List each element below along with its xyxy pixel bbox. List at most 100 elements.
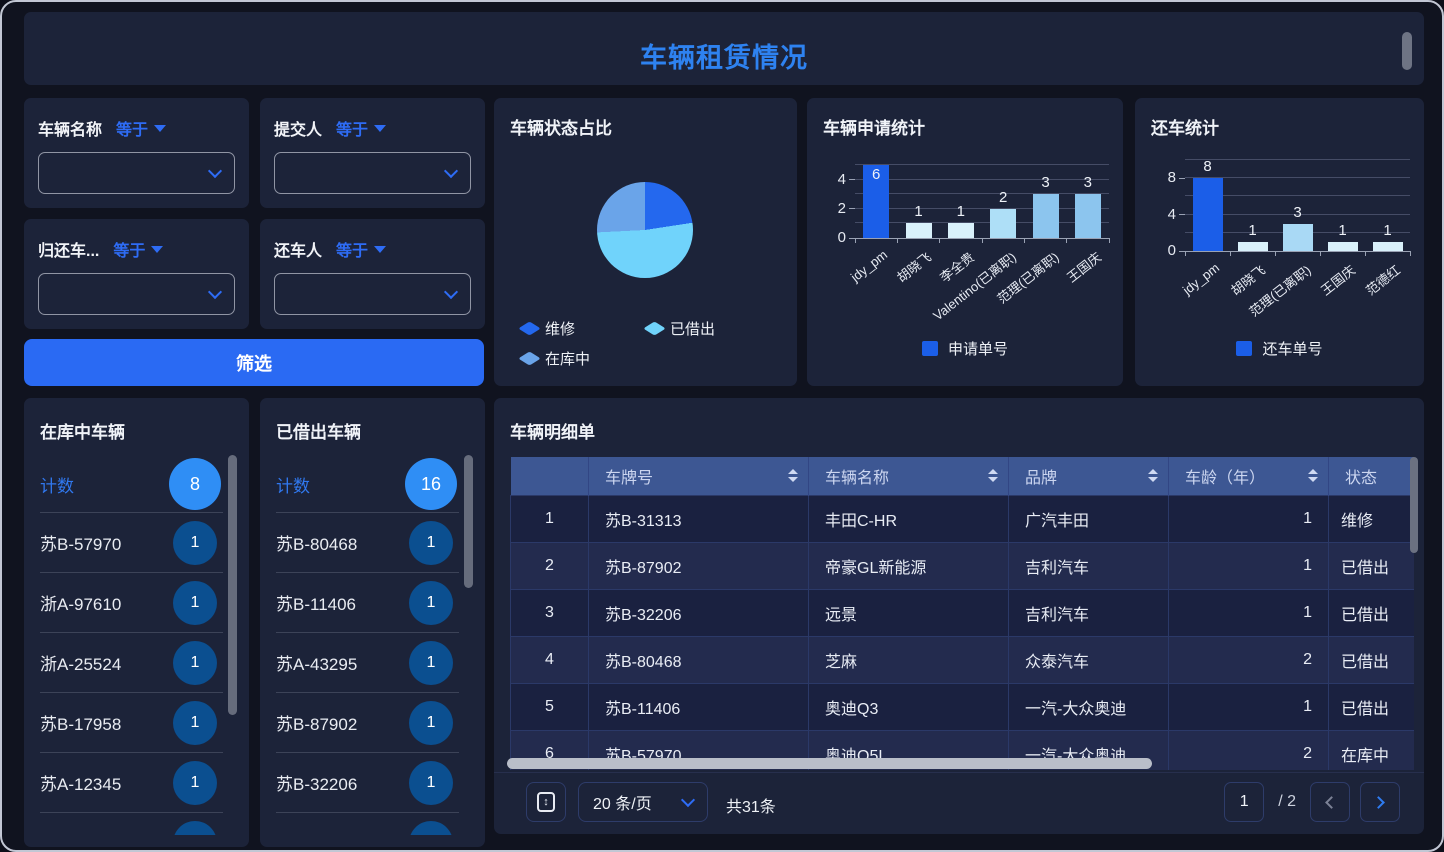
table-wrap: 车牌号 车辆名称 品牌 车龄（年） 状态 1 苏B-31313 丰田C-HR 广汽丰田 1 维修 2… [510, 457, 1414, 770]
bar-value-label: 3 [1083, 174, 1092, 192]
table-row[interactable]: 4 苏B-80468 芝麻 众泰汽车 2 已借出 [510, 635, 1414, 684]
bar-value-label: 8 [1203, 158, 1212, 176]
list-scrollbar[interactable] [228, 455, 237, 715]
table-cell: 5 [510, 682, 589, 731]
filter-submit-button[interactable]: 筛选 [24, 339, 484, 386]
gridline [1185, 195, 1410, 197]
list-item[interactable]: 苏B-11406 1 [276, 572, 459, 632]
table-cell: 已借出 [1328, 541, 1414, 590]
next-page-button[interactable] [1360, 782, 1400, 822]
sort-icon[interactable] [1308, 469, 1318, 483]
vehicle-status-pie-card: 车辆状态占比 维修 已借出 在库中 [494, 98, 797, 386]
legend-item[interactable]: 在库中 [518, 348, 649, 369]
page-number-box[interactable]: 1 [1224, 782, 1265, 822]
filter-value-select[interactable] [38, 152, 235, 194]
table-row[interactable]: 2 苏B-87902 帝豪GL新能源 吉利汽车 1 已借出 [510, 541, 1414, 590]
list-item[interactable]: 苏B-80468 1 [276, 512, 459, 572]
operator-dropdown[interactable]: 等于 [336, 237, 387, 261]
list-item[interactable]: 浙A-97610 1 [40, 572, 223, 632]
table-cell: 1 [1168, 494, 1329, 543]
item-badge: 1 [173, 640, 217, 685]
table-cell: 苏B-11406 [588, 682, 809, 731]
table-cell: 帝豪GL新能源 [808, 541, 1009, 590]
column-header[interactable]: 车牌号 [588, 457, 809, 495]
bar-value-label: 1 [956, 203, 965, 221]
x-axis-label: 胡晓飞 [894, 249, 935, 286]
list-item[interactable]: 浙A-25524 1 [40, 632, 223, 692]
sort-down-icon [988, 477, 998, 483]
table-cell: 维修 [1328, 494, 1414, 543]
list-item[interactable]: 苏A-43295 1 [276, 632, 459, 692]
legend-text: 已借出 [670, 321, 716, 338]
table-vertical-scrollbar[interactable] [1410, 457, 1418, 553]
chevron-down-icon [443, 163, 459, 178]
filter-card-returner: 还车人 等于 [260, 219, 485, 329]
list-scrollbar[interactable] [464, 455, 473, 588]
chevron-right-icon [1372, 795, 1385, 809]
table-footer: ↕ 20 条/页 共31条 1 / 2 [494, 772, 1424, 834]
y-axis-tick-label: 0 [1167, 242, 1176, 259]
y-axis-tick [849, 179, 855, 181]
triangle-down-icon [374, 124, 387, 132]
chart-legend[interactable]: 申请单号 [807, 338, 1123, 359]
bar-value-label: 1 [1338, 221, 1347, 239]
column-header [510, 457, 589, 495]
filter-label: 归还车... [38, 243, 100, 260]
list-item[interactable]: 苏B-57970 1 [40, 512, 223, 572]
page-size-select[interactable]: 20 条/页 [578, 782, 708, 822]
sort-icon[interactable] [788, 469, 798, 483]
list-item[interactable]: 苏B-17958 1 [40, 692, 223, 752]
bar [990, 208, 1017, 238]
sort-icon[interactable] [988, 469, 998, 483]
filter-value-select[interactable] [274, 273, 471, 315]
list-title: 已借出车辆 [276, 423, 361, 442]
table-horizontal-scrollbar[interactable] [507, 758, 1152, 769]
legend-marker-icon [518, 351, 541, 366]
table-row[interactable]: 5 苏B-11406 奥迪Q3 一汽-大众奥迪 1 已借出 [510, 682, 1414, 731]
table-cell: 2 [1168, 635, 1329, 684]
bar-value-label: 2 [998, 188, 1008, 206]
column-header[interactable]: 品牌 [1008, 457, 1169, 495]
list-item[interactable]: 苏B-87902 1 [276, 692, 459, 752]
operator-dropdown[interactable]: 等于 [116, 116, 167, 140]
item-label: 苏B-57970 [40, 535, 122, 554]
prev-page-button[interactable] [1310, 782, 1350, 822]
operator-dropdown[interactable]: 等于 [336, 116, 387, 140]
gridline [855, 164, 1109, 165]
table-cell: 1 [1168, 541, 1329, 590]
table-cell: 奥迪Q3 [808, 682, 1009, 731]
rows-per-page-icon-button[interactable]: ↕ [526, 782, 566, 822]
column-header[interactable]: 车辆名称 [808, 457, 1009, 495]
table-row[interactable]: 1 苏B-31313 丰田C-HR 广汽丰田 1 维修 [510, 494, 1414, 543]
y-axis-tick-label: 4 [1167, 205, 1176, 223]
chart-legend[interactable]: 还车单号 [1135, 338, 1424, 359]
legend-item[interactable]: 已借出 [643, 318, 774, 339]
list-item[interactable]: 苏A-12345 1 [40, 752, 223, 812]
table-cell: 4 [510, 635, 589, 684]
bar [1282, 223, 1313, 251]
count-badge: 8 [169, 458, 221, 510]
table-title: 车辆明细单 [510, 423, 595, 442]
table-cell: 广汽丰田 [1008, 494, 1169, 543]
data-table: 车牌号 车辆名称 品牌 车龄（年） 状态 1 苏B-31313 丰田C-HR 广汽丰田 1 维修 2… [510, 457, 1414, 770]
bar-chart: 0 2 4 6 jdy_pm 1 胡晓飞 1 李全贵 2 Valentino(已离职) 3 范理(已离职… [838, 164, 1110, 323]
title-bar: 车辆租赁情况 [24, 12, 1424, 85]
y-axis-tick [849, 237, 855, 239]
column-header: 状态 [1328, 457, 1414, 495]
legend-item[interactable]: 维修 [518, 318, 649, 339]
list-item[interactable]: 苏B-32206 1 [276, 752, 459, 812]
table-row[interactable]: 3 苏B-32206 远景 吉利汽车 1 已借出 [510, 588, 1414, 637]
bar-value-label: 3 [1041, 174, 1050, 192]
operator-dropdown[interactable]: 等于 [113, 237, 164, 261]
window-scrollbar[interactable] [1402, 32, 1412, 70]
column-header[interactable]: 车龄（年） [1168, 457, 1329, 495]
filter-value-select[interactable] [38, 273, 235, 315]
list-body: 计数 8 苏B-57970 1 浙A-97610 1 浙A-25524 1 苏B-17958… [40, 456, 223, 835]
sort-icon[interactable] [1148, 469, 1158, 483]
list-items: 苏B-80468 1 苏B-11406 1 苏A-43295 1 苏B-87902 1 苏B-3… [276, 512, 459, 835]
filter-card-submitter: 提交人 等于 [260, 98, 485, 208]
bar [1192, 178, 1223, 251]
table-cell: 众泰汽车 [1008, 635, 1169, 684]
filter-value-select[interactable] [274, 152, 471, 194]
